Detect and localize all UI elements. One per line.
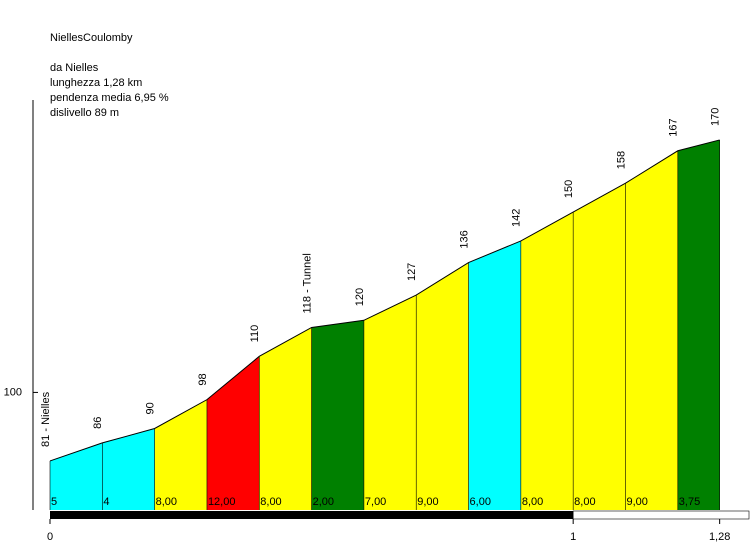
elevation-label: 98 — [197, 373, 209, 385]
segment — [311, 320, 364, 510]
x-tick-label: 1,28 — [709, 531, 730, 543]
info-line: lunghezza 1,28 km — [50, 77, 142, 89]
elevation-label: 90 — [145, 402, 157, 414]
gradient-label: 6,00 — [470, 496, 491, 508]
gradient-label: 4 — [103, 496, 109, 508]
segment — [520, 212, 574, 510]
gradient-label: 3,75 — [679, 496, 700, 508]
km-bar — [50, 511, 574, 519]
elevation-label: 81 - Nielles — [40, 391, 52, 447]
gradient-label: 5 — [51, 496, 57, 508]
elevation-label: 167 — [668, 118, 680, 136]
gradient-label: 8,00 — [522, 496, 543, 508]
elevation-label: 118 - Tunnel — [301, 253, 313, 313]
segment — [625, 150, 678, 510]
elevation-label: 150 — [563, 180, 575, 198]
segment — [154, 399, 207, 510]
elevation-label: 170 — [710, 108, 722, 126]
elevation-label: 120 — [354, 288, 366, 306]
info-line: da Nielles — [50, 62, 99, 74]
gradient-label: 2,00 — [313, 496, 334, 508]
segment — [259, 327, 312, 510]
x-tick-label: 0 — [47, 531, 53, 543]
elevation-label: 86 — [92, 417, 104, 429]
gradient-label: 7,00 — [365, 496, 386, 508]
gradient-label: 8,00 — [260, 496, 281, 508]
gradient-label: 9,00 — [417, 496, 438, 508]
gradient-label: 8,00 — [574, 496, 595, 508]
info-line: pendenza media 6,95 % — [50, 92, 169, 104]
segment — [363, 295, 417, 510]
segment — [468, 240, 521, 510]
segment — [573, 183, 626, 510]
elevation-label: 158 — [615, 151, 627, 169]
profile-line — [49, 139, 720, 462]
info-line: dislivello 89 m — [50, 107, 119, 119]
elevation-label: 127 — [406, 263, 418, 281]
elevation-label: 110 — [249, 325, 261, 343]
km-bar — [572, 510, 750, 520]
gradient-label: 12,00 — [208, 496, 236, 508]
chart-title: NiellesCoulomby — [50, 32, 133, 44]
elevation-label: 142 — [511, 209, 523, 227]
segment — [677, 139, 720, 510]
gradient-label: 9,00 — [626, 496, 647, 508]
segment — [102, 428, 155, 510]
gradient-label: 8,00 — [156, 496, 177, 508]
segment — [50, 442, 103, 510]
y-tick-label: 100 — [4, 386, 22, 398]
segment — [206, 356, 260, 510]
elevation-label: 136 — [458, 230, 470, 248]
x-tick-label: 1 — [570, 531, 576, 543]
segment — [416, 262, 469, 510]
